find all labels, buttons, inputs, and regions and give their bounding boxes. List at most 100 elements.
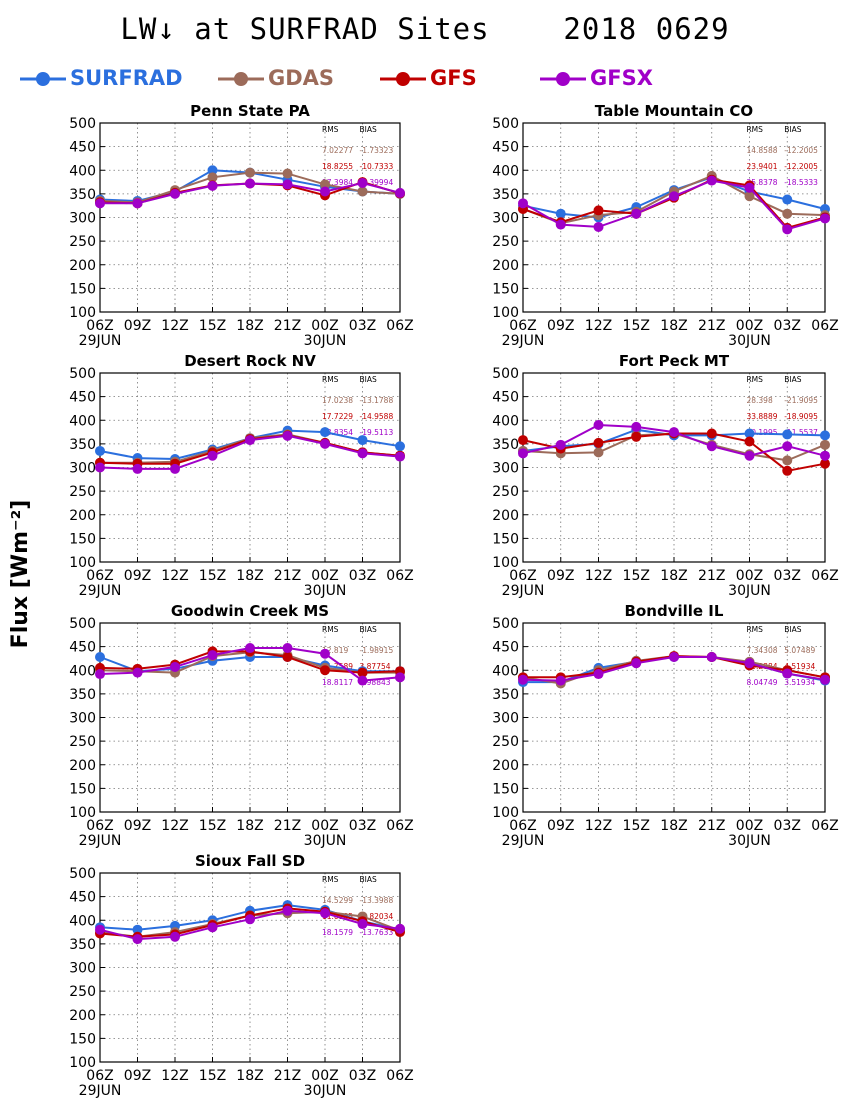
x-tick-label: 18Z	[236, 818, 263, 834]
data-point-gfsx	[593, 221, 604, 232]
y-tick-label: 500	[492, 116, 519, 132]
stats-bias-gfs: -14.9588	[360, 412, 394, 421]
x-tick-label: 09Z	[124, 818, 151, 834]
data-point-gfsx	[207, 650, 218, 661]
data-point-gfsx	[820, 674, 830, 685]
y-tick-label: 250	[69, 734, 96, 750]
legend-swatch	[380, 72, 426, 86]
data-point-gfsx	[395, 672, 405, 683]
date-label: 29JUN	[502, 333, 545, 349]
x-tick-label: 06Z	[86, 318, 113, 334]
panel-title: Table Mountain CO	[595, 102, 753, 120]
data-point-gfsx	[282, 179, 293, 190]
data-point-gfsx	[782, 224, 793, 235]
stats-bias-gfs: 3.87754	[360, 662, 391, 671]
y-tick-label: 200	[69, 258, 96, 274]
data-point-gfs	[282, 652, 293, 663]
data-point-gfsx	[320, 438, 330, 449]
stats-rms-gdas: 12.819	[322, 646, 348, 655]
data-point-gfsx	[245, 435, 255, 446]
y-tick-label: 200	[492, 758, 519, 774]
stats-bias-gfs: -9.82034	[360, 912, 394, 921]
data-point-gfsx	[320, 186, 330, 197]
data-point-gfsx	[357, 178, 368, 189]
y-tick-label: 100	[69, 1055, 96, 1071]
data-point-surfrad	[357, 435, 368, 446]
data-point-gfsx	[170, 463, 180, 474]
date-label: 29JUN	[502, 833, 545, 849]
y-tick-label: 200	[492, 258, 519, 274]
y-tick-label: 500	[492, 366, 519, 382]
y-tick-label: 400	[492, 413, 519, 429]
x-tick-label: 09Z	[547, 818, 574, 834]
legend-label: GDAS	[268, 66, 335, 90]
y-tick-label: 300	[69, 461, 96, 477]
stats-header-bias: BIAS	[360, 375, 377, 384]
legend-swatch	[20, 72, 66, 86]
stats-header-rms: RMS	[322, 875, 339, 884]
data-point-gfsx	[395, 451, 405, 462]
data-point-gfsx	[207, 450, 218, 461]
x-tick-label: 12Z	[161, 318, 188, 334]
data-point-gfsx	[357, 919, 368, 930]
x-tick-label: 18Z	[660, 818, 687, 834]
stats-rms-gfsx: 25.8378	[746, 178, 777, 187]
data-point-gfsx	[744, 658, 755, 669]
data-point-gfs	[518, 435, 528, 446]
data-point-gfsx	[631, 421, 642, 432]
x-tick-label: 06Z	[86, 568, 113, 584]
data-point-gfsx	[320, 648, 330, 659]
y-tick-label: 200	[69, 508, 96, 524]
data-point-gfs	[820, 458, 830, 469]
x-tick-label: 03Z	[349, 818, 376, 834]
legend-swatch	[540, 72, 586, 86]
y-tick-label: 300	[492, 711, 519, 727]
data-point-gfsx	[320, 908, 330, 919]
stats-bias-gdas: -12.2005	[784, 146, 818, 155]
x-tick-label: 00Z	[311, 818, 338, 834]
y-tick-label: 200	[492, 508, 519, 524]
y-tick-label: 400	[492, 663, 519, 679]
data-point-gfsx	[395, 187, 405, 198]
panel-title: Goodwin Creek MS	[171, 602, 329, 620]
x-tick-label: 06Z	[509, 318, 536, 334]
stats-header-bias: BIAS	[784, 625, 801, 634]
y-tick-label: 350	[69, 687, 96, 703]
chart-panel-3: Desert Rock NV 100 150 200 250 300 350 400 450 50…	[69, 352, 413, 599]
x-tick-label: 21Z	[274, 318, 301, 334]
x-tick-label: 12Z	[161, 818, 188, 834]
y-tick-label: 150	[69, 281, 96, 297]
data-point-gfsx	[555, 439, 566, 450]
data-point-gfsx	[132, 463, 143, 474]
data-point-gfsx	[744, 450, 755, 461]
data-point-gfs	[744, 436, 755, 447]
y-tick-label: 450	[69, 640, 96, 656]
x-tick-label: 12Z	[161, 1068, 188, 1084]
stats-header-rms: RMS	[322, 625, 339, 634]
date-label: 30JUN	[728, 833, 771, 849]
y-tick-label: 400	[69, 413, 96, 429]
legend-label: GFSX	[590, 66, 653, 90]
data-point-gfs	[357, 667, 368, 678]
x-tick-label: 18Z	[660, 568, 687, 584]
x-tick-label: 09Z	[547, 568, 574, 584]
date-label: 30JUN	[304, 833, 347, 849]
data-point-gdas	[282, 168, 293, 179]
data-point-gfsx	[357, 675, 368, 686]
y-tick-label: 350	[69, 437, 96, 453]
y-tick-label: 150	[69, 531, 96, 547]
stats-header-bias: BIAS	[784, 125, 801, 134]
stats-rms-gdas: 28.398	[746, 396, 772, 405]
data-point-gfs	[320, 665, 330, 676]
x-tick-label: 03Z	[774, 818, 801, 834]
y-tick-label: 300	[492, 461, 519, 477]
panel-title: Bondville IL	[625, 602, 724, 620]
x-tick-label: 00Z	[736, 318, 763, 334]
y-tick-label: 250	[492, 234, 519, 250]
y-tick-label: 350	[492, 687, 519, 703]
data-point-gfsx	[395, 923, 405, 934]
x-tick-label: 03Z	[349, 318, 376, 334]
stats-header-rms: RMS	[322, 125, 339, 134]
data-point-gfsx	[631, 658, 642, 669]
